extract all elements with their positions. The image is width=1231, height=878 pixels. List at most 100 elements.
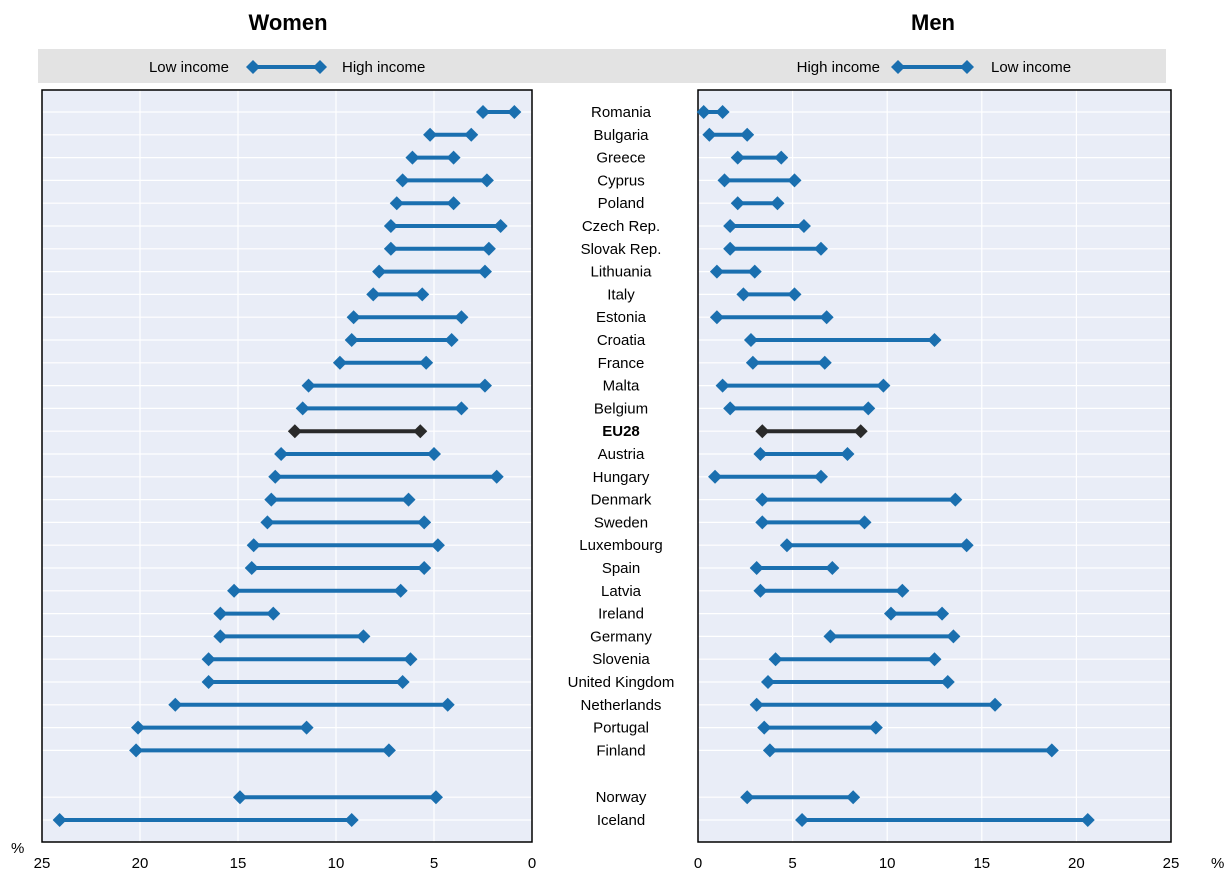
women-high-income-point	[477, 264, 492, 279]
men-x-tick-label: 10	[879, 855, 896, 872]
country-label: Hungary	[593, 469, 650, 486]
women-low-income-point	[383, 219, 398, 233]
country-label: Luxembourg	[579, 537, 662, 554]
men-low-income-point	[946, 629, 961, 644]
country-label: Lithuania	[591, 264, 653, 281]
men-high-income-point	[757, 720, 772, 735]
men-low-income-point	[1080, 813, 1095, 827]
women-x-tick-label: 20	[132, 855, 149, 872]
men-high-income-point	[745, 355, 760, 370]
women-x-tick-label: 15	[230, 855, 247, 872]
country-label: Iceland	[597, 812, 645, 829]
men-high-income-point	[755, 515, 770, 530]
women-high-income-point	[446, 150, 461, 165]
men-high-income-point	[755, 424, 770, 439]
women-low-income-point	[201, 675, 216, 689]
women-high-income-point	[401, 492, 416, 507]
men-plot-area	[698, 90, 1171, 842]
women-high-income-point	[493, 219, 508, 233]
women-panel: 25 20 15 10 5 0	[34, 89, 536, 872]
women-low-income-point	[213, 606, 228, 621]
men-high-income-point	[768, 652, 783, 667]
women-low-income-point	[131, 720, 146, 735]
women-legend-right-label: High income	[342, 59, 425, 76]
men-high-income-point	[709, 310, 724, 325]
legend-sample-marker	[891, 60, 905, 74]
women-legend: Low income High income	[149, 59, 425, 76]
women-x-tick-label: 0	[528, 855, 536, 872]
women-low-income-point	[244, 561, 259, 575]
country-label: Slovak Rep.	[581, 241, 662, 258]
men-high-income-point	[730, 150, 745, 165]
men-low-income-point	[813, 469, 828, 484]
men-low-income-point	[853, 424, 868, 439]
country-label: Czech Rep.	[582, 218, 660, 235]
men-high-income-point	[708, 469, 723, 484]
women-high-income-point	[507, 105, 522, 119]
women-low-income-point	[366, 287, 381, 302]
legend-strip	[38, 49, 1166, 83]
men-high-income-point	[823, 629, 838, 644]
men-x-tick-label: 15	[973, 855, 990, 872]
legend-sample-marker	[246, 60, 260, 74]
women-high-income-point	[415, 287, 430, 302]
men-low-income-point	[988, 697, 1003, 712]
women-high-income-point	[464, 127, 479, 142]
men-high-income-point	[730, 196, 745, 211]
women-high-income-point	[413, 424, 428, 439]
men-high-income-point	[755, 492, 770, 507]
men-low-income-point	[770, 196, 785, 211]
country-label: Malta	[603, 378, 640, 395]
women-panel-title: Women	[248, 10, 327, 35]
women-low-income-point	[213, 629, 228, 644]
men-high-income-point	[696, 105, 711, 119]
country-label: Sweden	[594, 514, 648, 531]
women-high-income-point	[356, 629, 371, 644]
women-high-income-point	[481, 241, 496, 256]
women-x-tick-label: 5	[430, 855, 438, 872]
men-low-income-point	[840, 447, 855, 461]
women-x-tick-label: 10	[328, 855, 345, 872]
women-high-income-point	[395, 675, 410, 689]
men-high-income-point	[753, 447, 768, 461]
women-low-income-point	[129, 743, 144, 758]
country-label: Cyprus	[597, 172, 645, 189]
country-label: Norway	[596, 789, 647, 806]
men-high-income-point	[723, 401, 738, 416]
women-high-income-point	[477, 378, 492, 393]
men-high-income-point	[795, 813, 810, 827]
country-label: France	[598, 355, 645, 372]
women-high-income-point	[419, 355, 434, 370]
men-high-income-point	[749, 697, 764, 712]
women-high-income-point	[344, 813, 359, 827]
men-legend-left-label: High income	[797, 59, 880, 76]
men-low-income-point	[1044, 743, 1059, 758]
men-low-income-point	[940, 675, 955, 689]
country-label: Latvia	[601, 583, 642, 600]
men-low-income-point	[861, 401, 876, 416]
country-label: Finland	[596, 742, 645, 759]
women-low-income-point	[301, 378, 316, 393]
women-low-income-point	[332, 355, 347, 370]
men-unit-label: %	[1211, 855, 1224, 872]
men-x-tick-label: 0	[694, 855, 702, 872]
men-low-income-point	[787, 287, 802, 302]
women-plot-frame	[41, 89, 533, 843]
women-high-income-point	[454, 401, 469, 416]
men-high-income-point	[761, 675, 776, 689]
women-high-income-point	[440, 697, 455, 712]
men-low-income-point	[817, 355, 832, 370]
men-low-income-point	[747, 264, 762, 279]
women-high-income-point	[430, 538, 445, 553]
country-label: Ireland	[598, 606, 644, 623]
women-low-income-point	[52, 813, 67, 827]
country-label: Netherlands	[581, 697, 662, 714]
country-label: Italy	[607, 286, 635, 303]
women-plot-area	[42, 90, 532, 842]
women-high-income-point	[417, 561, 432, 575]
men-legend: High income Low income	[797, 59, 1071, 76]
men-low-income-point	[825, 561, 840, 575]
women-low-income-point	[423, 127, 438, 142]
women-low-income-point	[405, 150, 420, 165]
men-low-income-point	[774, 150, 789, 165]
